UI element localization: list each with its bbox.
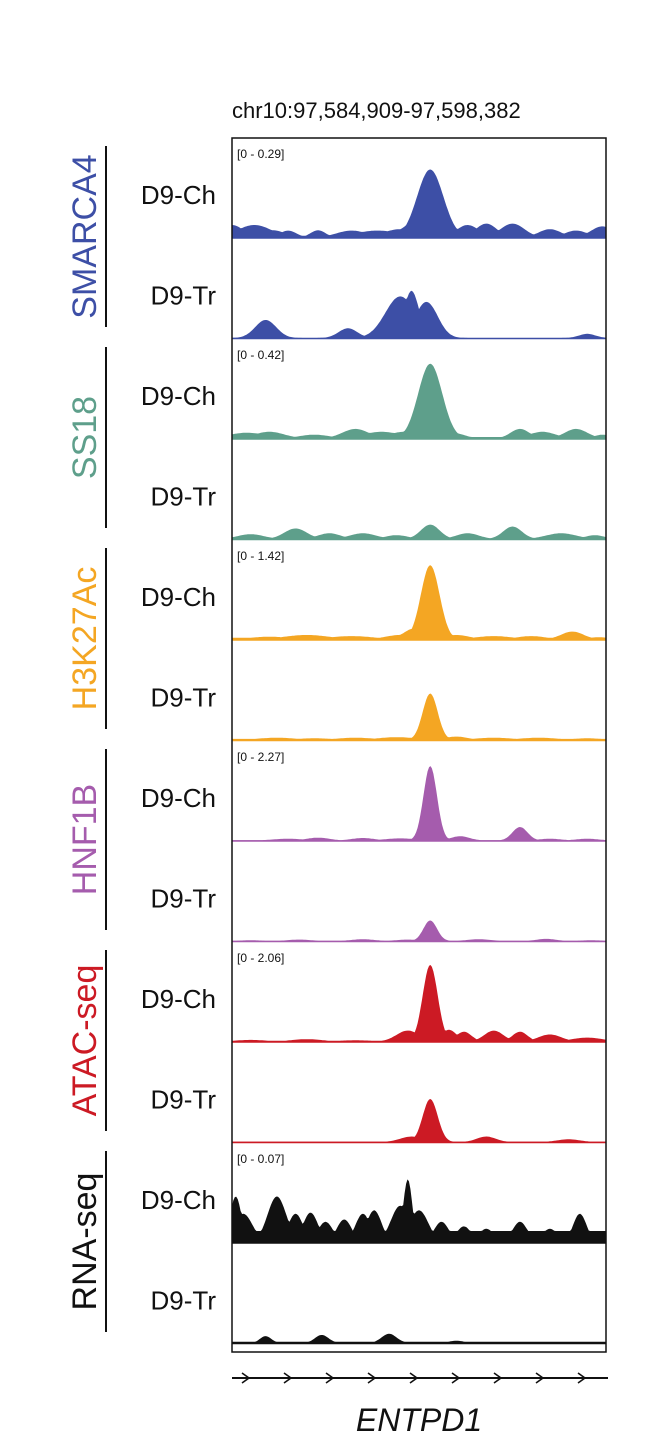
track-group-ss18: SS18 [0 - 0.42] D9-Ch D9-Tr: [66, 347, 606, 541]
coverage-area-d9-ch: [232, 169, 606, 239]
range-label: [0 - 0.07]: [237, 1152, 284, 1166]
sample-label: D9-Tr: [151, 1085, 217, 1115]
coverage-area-d9-ch: [232, 363, 606, 440]
coverage-area-d9-tr: [232, 290, 606, 339]
sample-label: D9-Ch: [141, 381, 216, 411]
track-group-hnf1b: HNF1B [0 - 2.27] D9-Ch D9-Tr: [66, 749, 606, 943]
sample-label: D9-Tr: [151, 1286, 217, 1316]
coverage-area-d9-tr: [232, 1333, 606, 1344]
range-label: [0 - 2.27]: [237, 750, 284, 764]
group-label: SS18: [66, 396, 104, 479]
sample-label: D9-Tr: [151, 884, 217, 914]
track-group-h3k27ac: H3K27Ac [0 - 1.42] D9-Ch D9-Tr: [66, 548, 606, 742]
range-label: [0 - 1.42]: [237, 549, 284, 563]
strand-arrow: [577, 1372, 587, 1384]
range-label: [0 - 0.42]: [237, 348, 284, 362]
group-label: RNA-seq: [66, 1173, 104, 1311]
panel-border: [231, 137, 607, 1353]
coverage-area-d9-tr: [232, 693, 606, 741]
strand-arrow: [241, 1372, 251, 1384]
range-label: [0 - 0.29]: [237, 147, 284, 161]
sample-label: D9-Tr: [151, 683, 217, 713]
range-label: [0 - 2.06]: [237, 951, 284, 965]
sample-label: D9-Ch: [141, 783, 216, 813]
sample-label: D9-Tr: [151, 281, 217, 311]
strand-arrow: [493, 1372, 503, 1384]
strand-arrow: [367, 1372, 377, 1384]
strand-arrow: [325, 1372, 335, 1384]
sample-label: D9-Ch: [141, 180, 216, 210]
track-group-atac-seq: ATAC-seq [0 - 2.06] D9-Ch D9-Tr: [66, 950, 606, 1144]
coverage-area-d9-ch: [232, 965, 606, 1043]
strand-arrow: [451, 1372, 461, 1384]
sample-label: D9-Tr: [151, 482, 217, 512]
coverage-area-d9-ch: [232, 1179, 606, 1244]
group-label: ATAC-seq: [66, 965, 104, 1117]
coverage-area-d9-ch: [232, 565, 606, 641]
chart-title: chr10:97,584,909-97,598,382: [232, 98, 521, 123]
track-group-rna-seq: RNA-seq [0 - 0.07] D9-Ch D9-Tr: [66, 1151, 606, 1345]
coverage-area-d9-ch: [232, 766, 606, 842]
sample-label: D9-Ch: [141, 1185, 216, 1215]
coverage-area-d9-tr: [232, 1099, 606, 1143]
sample-label: D9-Ch: [141, 582, 216, 612]
strand-arrow: [409, 1372, 419, 1384]
track-group-smarca4: SMARCA4 [0 - 0.29] D9-Ch D9-Tr: [66, 146, 606, 340]
gene-label: ENTPD1: [356, 1402, 482, 1438]
coverage-area-d9-tr: [232, 920, 606, 942]
strand-arrow: [283, 1372, 293, 1384]
group-label: SMARCA4: [66, 154, 104, 318]
sample-label: D9-Ch: [141, 984, 216, 1014]
coverage-area-d9-tr: [232, 524, 606, 540]
group-label: H3K27Ac: [66, 567, 104, 711]
group-label: HNF1B: [66, 784, 104, 895]
strand-arrow: [535, 1372, 545, 1384]
